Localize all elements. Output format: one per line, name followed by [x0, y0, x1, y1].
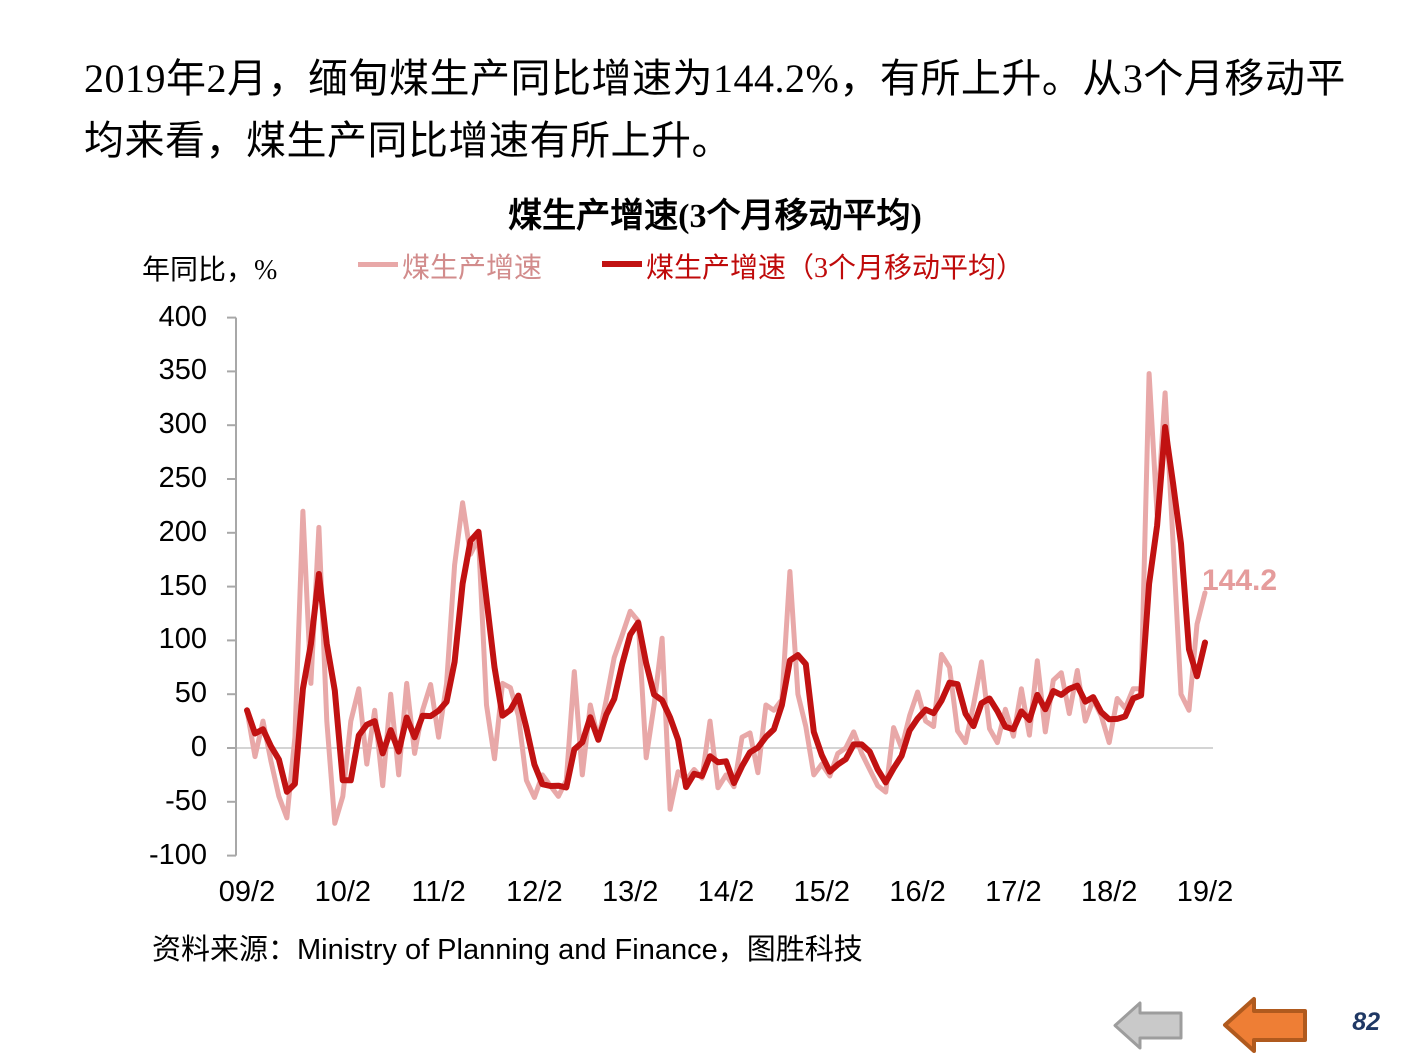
source-note: 资料来源：Ministry of Planning and Finance，图胜…	[152, 934, 863, 966]
x-tick-label: 17/2	[985, 876, 1042, 908]
y-tick-label: 250	[158, 462, 207, 494]
y-axis-unit-label: 年同比，%	[142, 255, 278, 286]
x-tick-label: 10/2	[314, 876, 372, 908]
back-arrow-gray-icon[interactable]	[1113, 1001, 1183, 1050]
y-tick-label: -50	[165, 784, 207, 817]
legend-label-monthly-line: 煤生产增速	[402, 253, 543, 284]
x-tick-label: 15/2	[793, 876, 851, 908]
intro-line-2: 均来看，煤生产同比增速有所上升。	[84, 118, 732, 163]
back-arrow-orange-icon[interactable]	[1223, 997, 1307, 1053]
x-tick-label: 11/2	[411, 876, 466, 908]
y-tick-label: 200	[158, 515, 207, 548]
x-tick-label: 14/2	[697, 876, 755, 908]
x-tick-label: 12/2	[506, 876, 563, 908]
x-tick-label: 16/2	[889, 876, 946, 908]
legend-swatch-ma-line	[602, 261, 642, 267]
y-tick-label: 350	[158, 354, 207, 387]
y-tick-label: 150	[158, 569, 207, 602]
intro-text: 2019年2月，缅甸煤生产同比增速为144.2%，有所上升。从3个月移动平 均来…	[84, 48, 1374, 172]
page-number: 82	[1352, 1008, 1380, 1036]
y-tick-label: 0	[190, 731, 207, 763]
intro-line-1: 2019年2月，缅甸煤生产同比增速为144.2%，有所上升。从3个月移动平	[84, 56, 1346, 101]
legend-label-ma-line: 煤生产增速（3个月移动平均）	[646, 253, 1025, 284]
chart-title: 煤生产增速(3个月移动平均)	[508, 198, 922, 235]
y-tick-label: 300	[158, 408, 207, 441]
x-tick-label: 09/2	[218, 876, 276, 908]
monthly-series-line	[244, 371, 1208, 826]
last-value-label: 144.2	[1202, 564, 1278, 597]
ma-series-line	[244, 424, 1208, 795]
x-tick-label: 13/2	[601, 876, 659, 908]
y-tick-label: 50	[174, 677, 207, 710]
y-tick-label: 100	[158, 623, 207, 656]
x-tick-label: 18/2	[1080, 876, 1138, 908]
y-tick-label: 400	[158, 300, 207, 333]
x-tick-label: 19/2	[1176, 876, 1234, 908]
legend-swatch-monthly-line	[358, 262, 398, 267]
y-tick-label: -100	[148, 838, 207, 871]
